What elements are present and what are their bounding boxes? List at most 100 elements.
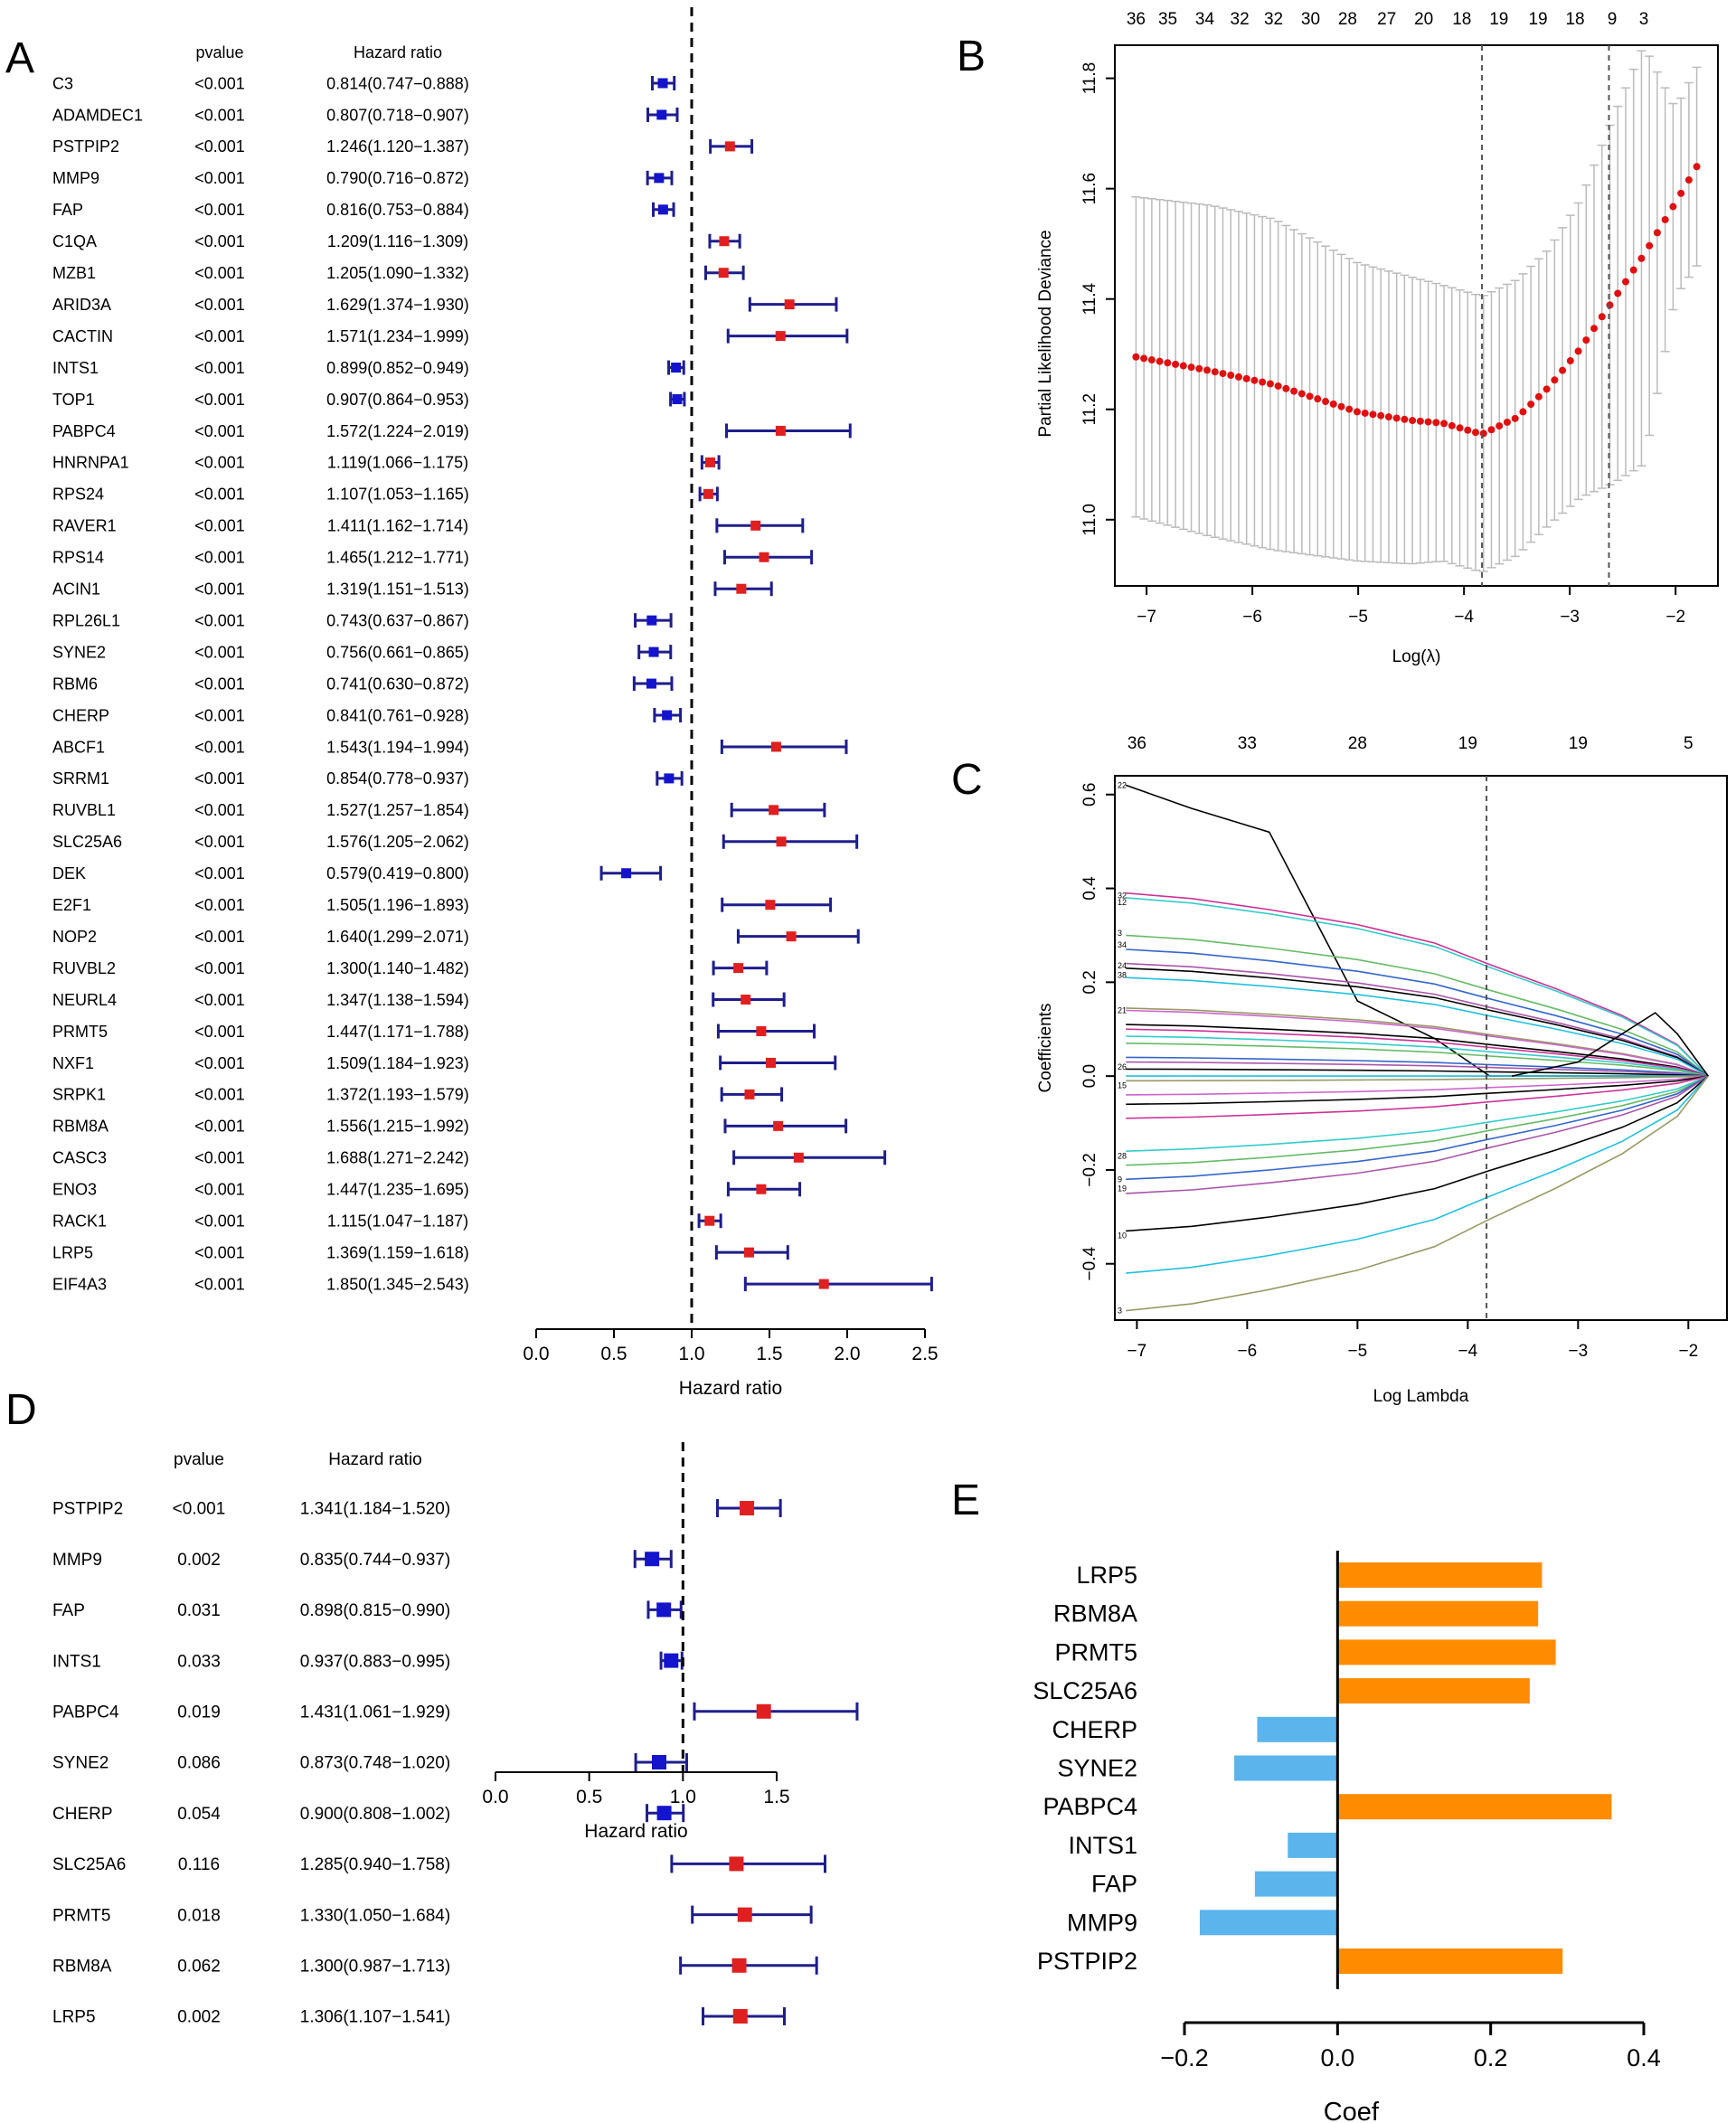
- coefficient-path: [1125, 784, 1709, 1077]
- y-axis-title: Coefficients: [1036, 1004, 1055, 1093]
- deviance-point: [1203, 366, 1212, 374]
- deviance-point: [1242, 374, 1250, 382]
- deviance-point: [1147, 356, 1156, 364]
- deviance-point: [1559, 366, 1567, 374]
- y-tick-label: 0.0: [1080, 1064, 1099, 1088]
- deviance-point: [1574, 347, 1582, 355]
- coefficient-path: [1126, 1075, 1709, 1119]
- panel-letter-a: A: [5, 34, 34, 82]
- pvalue-label: 0.002: [177, 2008, 221, 2027]
- deviance-point: [1684, 176, 1693, 184]
- category-label: MMP9: [1067, 1909, 1137, 1936]
- path-label: 38: [1118, 971, 1127, 980]
- lasso-cv-plot: −7 −6 −5 −4 −3 −211.011.211.411.611.836 35 34 32…: [1036, 10, 1719, 666]
- deviance-point: [1392, 414, 1401, 422]
- deviance-point: [1590, 325, 1599, 333]
- plot-frame: [1114, 44, 1719, 587]
- deviance-point: [1377, 411, 1385, 420]
- deviance-point: [1472, 429, 1480, 437]
- pvalue-label: 0.002: [177, 1551, 221, 1570]
- x-tick-label: 0.0: [482, 1787, 508, 1807]
- hr-label: 1.300(1.140−1.482): [326, 959, 469, 977]
- panel-letter-e: E: [951, 1477, 980, 1524]
- hr-point: [656, 1602, 672, 1618]
- gene-label: PRMT5: [52, 1906, 110, 1925]
- gene-label: NXF1: [52, 1054, 94, 1072]
- top-axis-label: 35: [1158, 10, 1177, 29]
- pvalue-label: <0.001: [194, 1212, 245, 1231]
- hr-label: 1.372(1.193−1.579): [326, 1086, 469, 1104]
- hr-point: [648, 646, 659, 657]
- coefficient-path: [1511, 1012, 1709, 1077]
- hr-point: [773, 1120, 784, 1131]
- deviance-point: [1456, 424, 1464, 432]
- deviance-point: [1614, 289, 1622, 297]
- coefficient-path: [1126, 1043, 1709, 1077]
- hr-point: [775, 425, 786, 436]
- category-label: SYNE2: [1057, 1755, 1137, 1782]
- coef-bar: [1199, 1910, 1338, 1936]
- hr-point: [664, 773, 675, 784]
- category-label: INTS1: [1068, 1832, 1137, 1859]
- pvalue-label: <0.001: [194, 1054, 245, 1072]
- pvalue-header: pvalue: [195, 43, 243, 61]
- hr-label: 1.571(1.234−1.999): [326, 327, 469, 345]
- path-label: 3: [1118, 1307, 1122, 1316]
- deviance-point: [1219, 370, 1227, 378]
- x-axis-title: Hazard ratio: [679, 1378, 782, 1399]
- gene-label: RPL26L1: [52, 611, 120, 629]
- deviance-point: [1384, 413, 1392, 421]
- coefficient-path: [1126, 892, 1709, 1077]
- gene-label: INTS1: [52, 359, 99, 377]
- x-axis-title: Log(λ): [1392, 647, 1441, 666]
- coefficient-path: [1126, 1075, 1709, 1096]
- x-tick-label: −7: [1127, 1342, 1147, 1361]
- gene-label: CACTIN: [52, 327, 113, 345]
- y-tick-label: −0.2: [1080, 1153, 1099, 1187]
- coef-bar: [1254, 1871, 1338, 1897]
- deviance-point: [1432, 419, 1440, 427]
- gene-label: FAP: [52, 1601, 85, 1620]
- pvalue-label: <0.001: [194, 611, 245, 629]
- path-label: 19: [1118, 1184, 1127, 1194]
- deviance-point: [1353, 408, 1361, 416]
- deviance-point: [1156, 357, 1164, 365]
- gene-label: PSTPIP2: [52, 1500, 123, 1519]
- hr-point: [731, 1958, 747, 1973]
- deviance-point: [1527, 401, 1535, 409]
- pvalue-label: <0.001: [194, 1086, 245, 1104]
- top-axis-label: 28: [1338, 10, 1357, 29]
- coef-bar: [1337, 1600, 1539, 1627]
- deviance-point: [1140, 354, 1148, 363]
- deviance-point: [1598, 313, 1606, 321]
- hr-label: 1.411(1.162−1.714): [327, 517, 468, 535]
- x-tick-label: 0.0: [523, 1344, 549, 1364]
- deviance-point: [1290, 387, 1298, 395]
- coef-bar: [1257, 1716, 1338, 1742]
- hr-point: [818, 1279, 829, 1289]
- pvalue-label: <0.001: [173, 1500, 226, 1519]
- hr-header: Hazard ratio: [328, 1450, 422, 1469]
- deviance-point: [1464, 426, 1472, 434]
- x-tick-label: 0.0: [1321, 2044, 1355, 2071]
- pvalue-label: 0.018: [177, 1906, 221, 1925]
- gene-label: LRP5: [52, 2008, 96, 2027]
- gene-label: TOP1: [52, 391, 95, 409]
- hr-label: 1.447(1.235−1.695): [326, 1181, 469, 1199]
- pvalue-label: <0.001: [194, 327, 245, 345]
- hr-point: [737, 1907, 752, 1922]
- deviance-point: [1132, 353, 1140, 361]
- coefficient-path: [1126, 1056, 1709, 1077]
- pvalue-label: <0.001: [194, 928, 245, 946]
- deviance-point: [1661, 215, 1669, 223]
- pvalue-label: <0.001: [194, 517, 245, 535]
- gene-label: SYNE2: [52, 643, 106, 661]
- pvalue-label: <0.001: [194, 706, 245, 724]
- x-tick-label: 1.0: [678, 1344, 704, 1364]
- coefficient-bar-chart: LRP5 RBM8A PRMT5 SLC25A6 CHERP SYNE2 PABPC4 INT…: [1033, 1551, 1661, 2123]
- hr-label: 1.319(1.151−1.513): [326, 580, 469, 599]
- hr-label: 0.899(0.852−0.949): [326, 359, 469, 377]
- path-label: 12: [1118, 898, 1127, 907]
- hr-label: 0.579(0.419−0.800): [326, 864, 469, 882]
- deviance-point: [1448, 421, 1456, 429]
